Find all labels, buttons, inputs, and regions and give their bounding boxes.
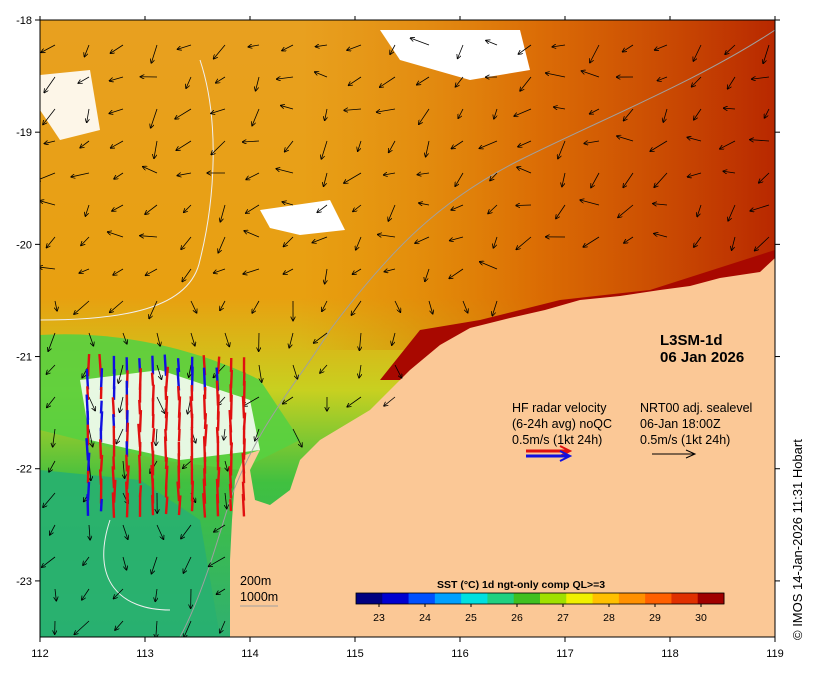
radar-arrow: [88, 453, 89, 474]
radar-arrow: [101, 368, 102, 390]
lon-tick-label: 116: [451, 648, 469, 660]
radar-arrow: [178, 482, 179, 501]
colorbar-tick-label: 28: [603, 612, 615, 624]
radar-arrow: [192, 481, 193, 502]
colorbar-title: SST (°C) 1d ngt-only comp QL>=3: [437, 579, 605, 591]
copyright-notice: © IMOS 14-Jan-2026 11:31 Hobart: [790, 439, 805, 640]
colorbar-swatch: [619, 593, 646, 604]
colorbar-tick-label: 30: [695, 612, 707, 624]
lat-tick-label: -22: [16, 464, 32, 476]
colorbar-swatches: [356, 593, 725, 604]
radar-arrow: [179, 429, 180, 441]
radar-arrow: [101, 455, 102, 472]
hf-legend-line2: (6-24h avg) noQC: [512, 417, 612, 431]
lon-tick-label: 113: [136, 648, 154, 660]
lat-tick-label: -23: [16, 576, 32, 588]
colorbar-swatch: [409, 593, 436, 604]
radar-arrow: [230, 499, 231, 511]
radar-arrow: [218, 357, 219, 374]
product-label: L3SM-1d: [660, 332, 723, 349]
colorbar-swatch: [566, 593, 593, 604]
colorbar-tick-label: 27: [557, 612, 569, 624]
hf-legend-line1: HF radar velocity: [512, 401, 607, 415]
lon-tick-label: 114: [241, 648, 259, 660]
lat-tick-label: -20: [16, 239, 32, 251]
nrt-legend-line2: 06-Jan 18:00Z: [640, 417, 721, 431]
lon-tick-label: 115: [346, 648, 364, 660]
radar-arrow: [243, 453, 244, 473]
nrt-legend-line1: NRT00 adj. sealevel: [640, 401, 752, 415]
radar-arrow: [192, 499, 193, 511]
colorbar-swatch: [645, 593, 672, 604]
colorbar-swatch: [461, 593, 488, 604]
colorbar-swatch: [514, 593, 541, 604]
colorbar-tick-label: 23: [373, 612, 385, 624]
radar-arrow: [87, 494, 88, 516]
radar-arrow: [113, 492, 114, 517]
radar-arrow: [140, 410, 141, 432]
map-plot-area: [37, 20, 775, 638]
lat-tick-label: -21: [16, 352, 32, 364]
nrt-legend-line3: 0.5m/s (1kt 24h): [640, 433, 730, 447]
colorbar-swatch: [487, 593, 514, 604]
radar-arrow: [230, 484, 231, 499]
product-date: 06 Jan 2026: [660, 349, 744, 366]
radar-arrow: [152, 373, 153, 386]
colorbar-swatch: [593, 593, 620, 604]
colorbar-tick-label: 29: [649, 612, 661, 624]
colorbar-swatch: [356, 593, 383, 604]
radar-arrow: [139, 455, 140, 471]
radar-arrow: [152, 495, 153, 515]
radar-arrow: [166, 497, 167, 514]
radar-arrow: [243, 494, 244, 516]
radar-arrow: [127, 493, 128, 518]
colorbar-tick-label: 25: [465, 612, 477, 624]
colorbar-tick-label: 24: [419, 612, 431, 624]
lat-tick-label: -19: [16, 127, 32, 139]
radar-arrow: [101, 499, 102, 511]
lon-tick-label: 118: [661, 648, 679, 660]
radar-arrow: [191, 456, 192, 470]
colorbar-swatch: [698, 593, 725, 604]
depth-label-200m: 200m: [240, 574, 271, 588]
lon-tick-label: 119: [766, 648, 784, 660]
radar-arrow: [166, 412, 167, 431]
radar-arrow: [230, 425, 231, 446]
radar-arrow: [217, 494, 218, 516]
radar-arrow: [113, 466, 114, 488]
colorbar-swatch: [671, 593, 698, 604]
radar-arrow: [179, 495, 180, 515]
colorbar-tick-label: 26: [511, 612, 523, 624]
depth-label-1000m: 1000m: [240, 590, 278, 604]
hf-legend-line3: 0.5m/s (1kt 24h): [512, 433, 602, 447]
lon-tick-label: 117: [556, 648, 574, 660]
radar-arrow: [113, 397, 114, 417]
radar-arrow: [179, 412, 180, 430]
colorbar-swatch: [382, 593, 409, 604]
radar-arrow: [153, 428, 154, 442]
lat-tick-label: -18: [16, 15, 32, 27]
radar-arrow: [165, 355, 166, 376]
radar-arrow: [126, 455, 127, 472]
colorbar-swatch: [540, 593, 567, 604]
lon-tick-label: 112: [31, 648, 49, 660]
colorbar-swatch: [435, 593, 462, 604]
radar-arrow: [86, 438, 88, 460]
radar-arrow: [152, 356, 153, 375]
